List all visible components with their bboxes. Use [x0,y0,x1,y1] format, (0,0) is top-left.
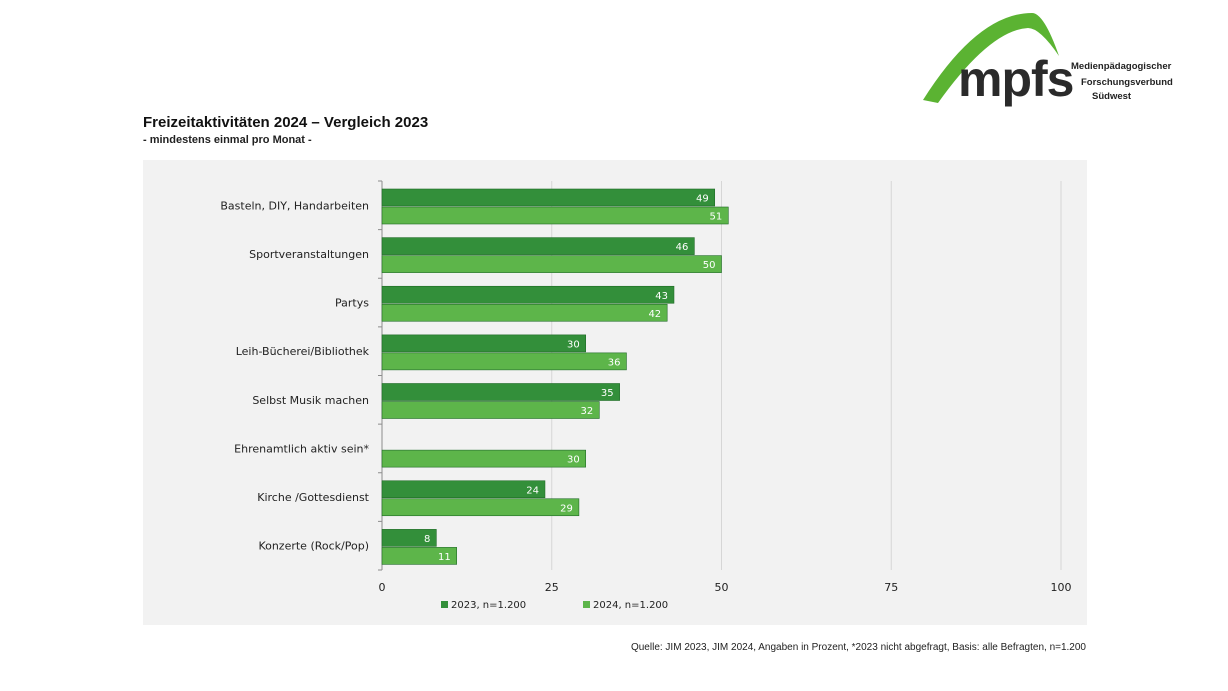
logo-line-1: Medienpädagogischer [1071,61,1172,72]
legend-swatch [583,601,590,608]
data-label: 51 [710,212,723,223]
bar [381,449,586,468]
data-label: 35 [601,388,614,399]
x-tick-label: 0 [379,581,386,594]
bar [381,547,457,565]
chart-title: Freizeitaktivitäten 2024 – Vergleich 202… [143,114,429,131]
data-label: 30 [567,455,580,466]
legend-label: 2024, n=1.200 [593,600,668,611]
category-label: Kirche /Gottesdienst [257,491,369,504]
data-label: 11 [438,552,451,563]
category-label: Konzerte (Rock/Pop) [258,540,369,553]
source-note: Quelle: JIM 2023, JIM 2024, Angaben in P… [630,642,1086,653]
x-tick-label: 100 [1051,581,1072,594]
category-label: Leih-Bücherei/Bibliothek [236,345,370,358]
bar [381,334,586,353]
category-label: Sportveranstaltungen [249,248,369,261]
data-label: 30 [567,339,580,350]
category-label: Partys [335,297,369,310]
logo-arc-icon [923,13,1059,103]
chart-subtitle: - mindestens einmal pro Monat - [143,134,312,146]
bar [381,285,675,304]
data-label: 49 [696,194,709,205]
x-tick-label: 50 [715,581,729,594]
bar [381,237,695,255]
bar [381,352,627,371]
data-label: 43 [655,291,668,302]
bar [381,529,437,547]
bar [381,188,716,207]
category-label: Ehrenamtlich aktiv sein* [234,442,369,455]
bar [381,498,580,517]
data-label: 50 [703,260,716,271]
bar [381,206,729,225]
category-label: Basteln, DIY, Handarbeiten [220,199,369,212]
bar [381,255,722,273]
logo-wordmark: mpfs [958,51,1074,107]
legend-label: 2023, n=1.200 [451,600,526,611]
x-tick-label: 25 [545,581,559,594]
category-label: Selbst Musik machen [252,394,369,407]
data-label: 46 [676,242,689,253]
data-label: 24 [526,485,539,496]
logo-line-3: Südwest [1092,91,1132,102]
bar [381,383,620,401]
bar [381,480,546,499]
data-label: 8 [424,534,430,545]
data-label: 42 [648,309,661,320]
logo-line-2: Forschungsverbund [1081,77,1173,88]
x-tick-label: 75 [884,581,898,594]
data-label: 29 [560,503,573,514]
data-label: 36 [608,357,621,368]
bar [381,303,668,322]
mpfs-logo: mpfs [920,8,1182,108]
data-label: 32 [581,406,594,417]
legend-swatch [441,601,448,608]
bar [381,401,600,419]
